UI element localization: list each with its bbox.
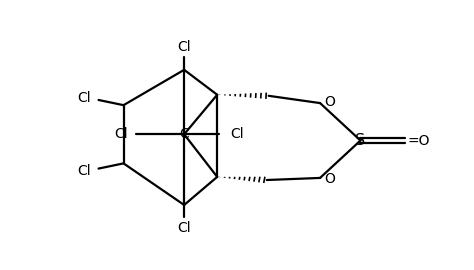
Text: Cl: Cl: [77, 91, 91, 105]
Text: Cl: Cl: [230, 127, 244, 141]
Text: O: O: [325, 95, 336, 109]
Text: Cl: Cl: [177, 221, 191, 235]
Text: S: S: [356, 133, 365, 148]
Text: C: C: [179, 127, 189, 141]
Text: Cl: Cl: [77, 164, 91, 178]
Text: Cl: Cl: [177, 40, 191, 54]
Text: O: O: [325, 172, 336, 186]
Text: Cl: Cl: [114, 127, 128, 141]
Text: =O: =O: [408, 133, 430, 147]
